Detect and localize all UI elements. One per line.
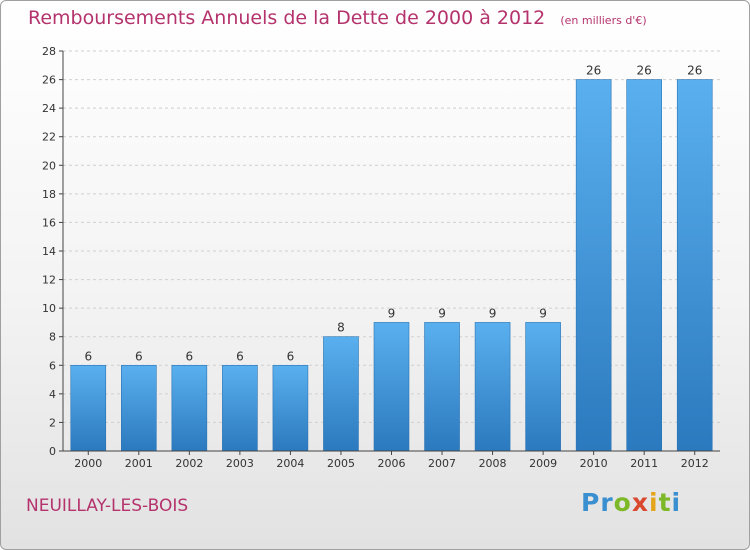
y-tick-label: 12 <box>42 274 56 287</box>
bar-value-label: 6 <box>84 349 92 363</box>
logo-letter: t <box>658 488 672 517</box>
bar-value-label: 6 <box>135 349 143 363</box>
x-tick-label: 2010 <box>580 457 608 470</box>
commune-name: NEUILLAY-LES-BOIS <box>26 496 189 516</box>
bar-2011 <box>626 79 662 452</box>
bar-value-label: 9 <box>388 306 396 320</box>
chart-subtitle: (en milliers d'€) <box>560 14 647 27</box>
bar-value-label: 6 <box>236 349 244 363</box>
bar-2002 <box>171 364 208 452</box>
x-tick-label: 2011 <box>630 457 658 470</box>
y-tick-label: 6 <box>49 359 56 372</box>
y-tick-label: 8 <box>49 331 56 344</box>
bar-2004 <box>272 364 309 452</box>
bar-value-label: 9 <box>489 306 497 320</box>
y-tick-label: 26 <box>42 74 56 87</box>
x-tick-label: 2009 <box>529 457 557 470</box>
x-axis: 2000 2001 2002 2003 2004 2005 2006 2007 2008 2009… <box>63 450 720 470</box>
y-tick-label: 24 <box>42 102 56 115</box>
bar-value-label: 26 <box>637 64 652 78</box>
y-tick-label: 18 <box>42 188 56 201</box>
bar-2010 <box>575 79 612 452</box>
bar-value-label: 6 <box>287 349 295 363</box>
x-tick-label: 2006 <box>378 457 406 470</box>
x-tick-label: 2005 <box>327 457 355 470</box>
x-tick-label: 2002 <box>175 457 203 470</box>
x-tick-label: 2004 <box>276 457 304 470</box>
logo-letter: x <box>631 488 649 517</box>
bars: 6 6 6 6 6 8 9 9 9 9 26 26 26 <box>70 64 713 452</box>
y-tick-label: 20 <box>42 159 56 172</box>
y-tick-label: 4 <box>49 388 56 401</box>
bar-value-label: 26 <box>687 64 702 78</box>
bar-value-label: 8 <box>337 321 345 335</box>
x-tick-label: 2008 <box>479 457 507 470</box>
y-tick-label: 2 <box>49 416 56 429</box>
y-tick-label: 10 <box>42 302 56 315</box>
bar-2008 <box>474 322 511 452</box>
bar-2009 <box>525 322 561 452</box>
bar-2006 <box>373 322 410 452</box>
bar-value-label: 26 <box>586 64 601 78</box>
x-tick-label: 2000 <box>74 457 102 470</box>
logo-letter: i <box>671 488 682 517</box>
bar-2000 <box>70 364 107 452</box>
logo-letter: o <box>613 488 632 517</box>
x-tick-label: 2001 <box>125 457 153 470</box>
x-tick-label: 2007 <box>428 457 456 470</box>
bar-value-label: 9 <box>438 306 446 320</box>
bar-2003 <box>222 364 258 452</box>
y-tick-label: 16 <box>42 216 56 229</box>
bar-value-label: 6 <box>186 349 194 363</box>
chart-title-block: Remboursements Annuels de la Dette de 20… <box>28 7 647 29</box>
y-tick-label: 28 <box>42 45 56 58</box>
x-tick-label: 2012 <box>681 457 709 470</box>
x-tick-label: 2003 <box>226 457 254 470</box>
chart-title: Remboursements Annuels de la Dette de 20… <box>28 7 546 29</box>
y-tick-label: 14 <box>42 245 56 258</box>
y-tick-label: 0 <box>49 445 56 458</box>
proxiti-logo: Proxiti <box>581 488 681 517</box>
y-tick-label: 22 <box>42 131 56 144</box>
bar-2007 <box>424 322 460 452</box>
bar-2001 <box>121 364 157 452</box>
bar-2005 <box>323 336 359 452</box>
bar-value-label: 9 <box>539 306 547 320</box>
logo-letter: r <box>600 488 614 517</box>
logo-letter: P <box>581 488 601 517</box>
logo-letter: i <box>649 488 659 517</box>
bar-2012 <box>676 79 713 452</box>
